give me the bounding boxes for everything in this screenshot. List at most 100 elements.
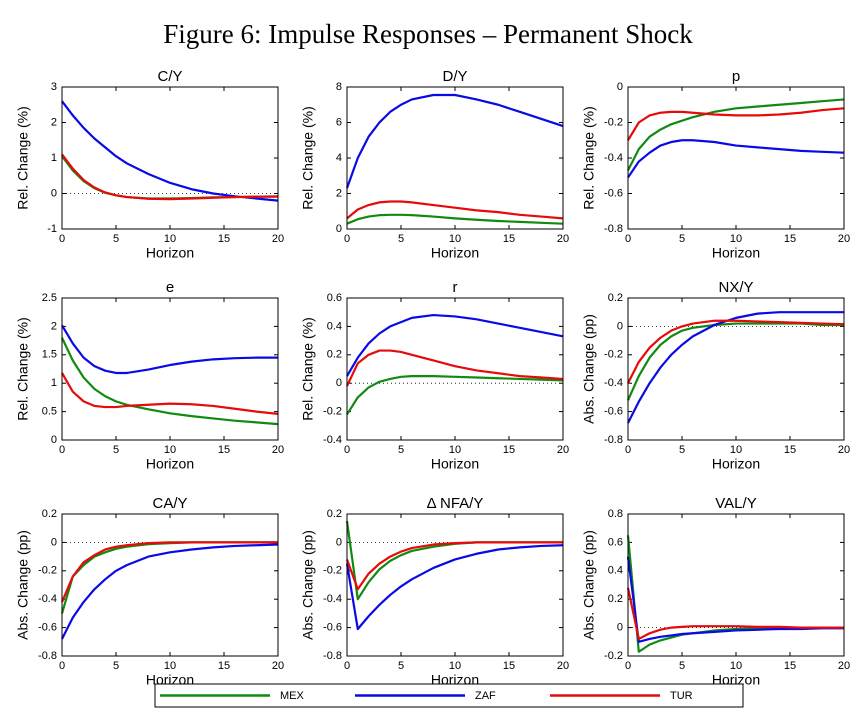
x-tick-label: 5 [113,233,119,245]
plot-area [62,298,278,440]
x-tick-label: 0 [344,444,350,456]
x-tick-label: 10 [449,660,461,672]
y-tick-label: 0 [336,536,342,548]
y-tick-label: 1 [51,152,57,164]
y-tick-label: -0.4 [323,593,342,605]
x-tick-label: 0 [625,444,631,456]
y-tick-label: 8 [336,81,342,93]
plot-area [628,514,844,656]
series-line [627,107,845,141]
x-tick-label: 5 [398,660,404,672]
y-axis-label: Rel. Change (%) [300,106,316,210]
x-axis-label: Horizon [431,672,479,688]
plot-frame [61,86,279,230]
series-line [61,324,278,375]
series-line [346,213,564,225]
y-tick-label: 1.5 [42,349,57,361]
y-tick-label: -0.2 [604,116,623,128]
series-line [346,313,564,377]
series-line [61,153,278,201]
y-tick-label: 0.2 [327,349,342,361]
x-tick-label: 10 [449,444,461,456]
y-tick-label: -1 [47,223,57,235]
series-line [345,93,564,189]
plot-frame [627,86,845,230]
x-tick-label: 0 [625,660,631,672]
subplot-title: Δ NFA/Y [427,495,484,512]
y-tick-label: 0 [617,622,623,634]
y-tick-label: -0.8 [323,650,342,662]
y-tick-label: 0 [51,187,57,199]
x-tick-label: 10 [730,444,742,456]
subplot-title: p [732,68,740,85]
y-axis-label: Rel. Change (%) [581,106,597,210]
y-tick-label: 0.6 [608,536,623,548]
y-tick-label: -0.6 [323,622,342,634]
x-axis-label: Horizon [712,672,760,688]
x-tick-label: 20 [557,660,569,672]
series-line [345,544,564,631]
x-tick-label: 15 [784,233,796,245]
x-tick-label: 5 [679,660,685,672]
y-tick-label: -0.8 [604,434,623,446]
y-tick-label: 0.5 [42,406,57,418]
y-tick-label: 4 [336,152,342,164]
x-tick-label: 15 [218,233,230,245]
x-tick-label: 15 [218,444,230,456]
plot-frame [627,513,845,657]
x-tick-label: 20 [557,233,569,245]
y-tick-label: 2 [336,187,342,199]
plot-frame [346,513,564,657]
x-tick-label: 10 [449,233,461,245]
series-line [346,349,564,387]
y-axis-label: Abs. Change (pp) [300,530,316,640]
plot-area [62,87,278,229]
y-tick-label: -0.4 [38,593,57,605]
x-tick-label: 5 [398,444,404,456]
y-axis-label: Rel. Change (%) [300,317,316,421]
subplot-title: C/Y [157,68,182,85]
x-tick-label: 10 [730,660,742,672]
plot-frame [61,513,279,657]
plot-area [628,87,844,229]
series-line [346,200,564,220]
series-line [60,541,278,603]
y-tick-label: 3 [51,81,57,93]
series-line [626,587,844,641]
y-tick-label: -0.2 [323,565,342,577]
x-tick-label: 20 [838,660,850,672]
subplot-title: r [453,279,458,296]
y-tick-label: 0 [51,536,57,548]
y-tick-label: 0.4 [608,565,623,577]
y-tick-label: 0.6 [327,292,342,304]
y-tick-label: 2 [51,320,57,332]
x-axis-label: Horizon [146,456,194,472]
series-line [345,541,563,591]
y-tick-label: -0.2 [38,565,57,577]
x-axis-label: Horizon [431,245,479,261]
x-tick-label: 0 [59,444,65,456]
y-axis-label: Abs. Change (pp) [15,530,31,640]
x-tick-label: 15 [503,444,515,456]
subplot-title: e [166,279,174,296]
y-tick-label: 0 [336,377,342,389]
x-tick-label: 20 [272,660,284,672]
plot-frame [627,297,845,441]
y-tick-label: -0.4 [323,434,342,446]
y-tick-label: -0.6 [604,187,623,199]
y-tick-label: 0.4 [327,320,342,332]
y-tick-label: 2 [51,116,57,128]
series-line [61,337,279,426]
y-tick-label: 0.2 [608,593,623,605]
x-tick-label: 5 [398,233,404,245]
y-axis-label: Rel. Change (%) [15,106,31,210]
y-tick-label: 0 [617,320,623,332]
y-tick-label: 0 [51,434,57,446]
y-axis-label: Abs. Change (pp) [581,530,597,640]
plot-frame [346,297,564,441]
figure-title: Figure 6: Impulse Responses – Permanent … [163,19,693,49]
y-tick-label: -0.6 [38,622,57,634]
legend-box [154,683,744,708]
series-line [627,311,844,424]
x-tick-label: 10 [164,233,176,245]
